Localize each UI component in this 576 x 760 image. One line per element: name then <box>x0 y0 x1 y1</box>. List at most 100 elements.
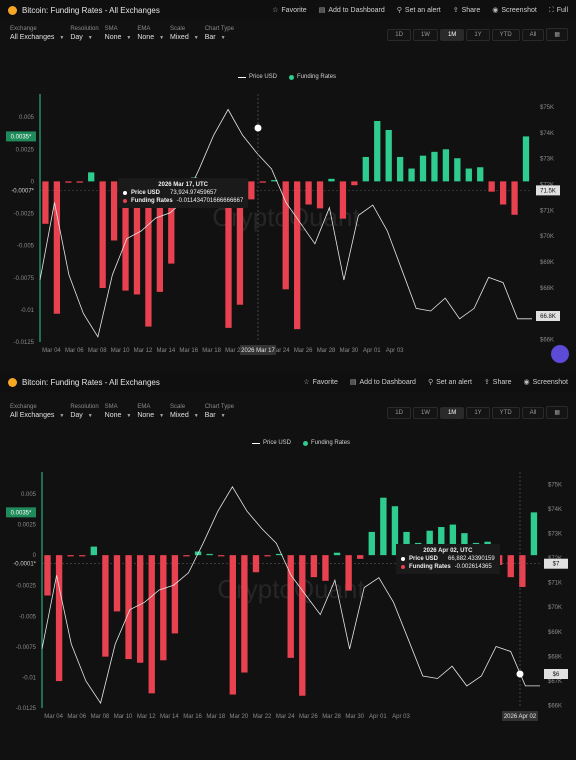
funding-bar <box>122 181 129 291</box>
x-tick-label: Apr 01 <box>369 714 387 720</box>
funding-bar <box>76 181 83 183</box>
funding-bar <box>271 180 278 182</box>
funding-bar <box>99 181 106 289</box>
range-1d[interactable]: 1D <box>387 28 411 41</box>
funding-bar <box>380 497 387 556</box>
x-tick-label: Mar 22 <box>253 714 272 720</box>
scale-select[interactable]: Scale Mixed ▼ <box>170 404 199 419</box>
range-ytd[interactable]: YTD <box>491 28 520 41</box>
y-tick-right: $69K <box>540 260 554 266</box>
legend-funding[interactable]: Funding Rates <box>303 440 350 446</box>
set-alert-button[interactable]: ⚲ Set an alert <box>427 378 472 386</box>
range-1d[interactable]: 1D <box>387 406 411 419</box>
y-tick-left: 0 <box>31 179 35 185</box>
screenshot-button[interactable]: ◉ Screenshot <box>523 378 568 386</box>
funding-bar <box>465 168 472 182</box>
chart-panel-1: Bitcoin: Funding Rates - All Exchanges ☆… <box>0 0 576 372</box>
chart-type-select[interactable]: Chart Type Bar ▼ <box>204 26 234 41</box>
controls-row: Exchange All Exchanges ▼ Resolution Day ▼ SM… <box>0 20 576 56</box>
right-marker: $7 <box>553 562 560 568</box>
crosshair-dot <box>516 670 524 678</box>
sma-select[interactable]: SMA None ▼ <box>104 404 132 419</box>
screenshot-button[interactable]: ◉ Screenshot <box>492 6 537 14</box>
x-tick-label: Mar 18 <box>202 348 221 354</box>
left-marker: 0.0035* <box>11 134 32 140</box>
funding-bar <box>305 181 312 205</box>
legend-funding[interactable]: Funding Rates <box>289 74 336 80</box>
left-zero-marker: -0.0007* <box>11 188 34 194</box>
ema-select[interactable]: EMA None ▼ <box>137 404 165 419</box>
range-1m[interactable]: 1M <box>439 28 465 41</box>
x-tick-label: Apr 01 <box>363 348 381 354</box>
y-tick-right: $69K <box>548 630 562 636</box>
legend-price[interactable]: Price USD <box>238 74 277 80</box>
resolution-select[interactable]: Resolution Day ▼ <box>70 404 99 419</box>
funding-bar <box>396 156 404 182</box>
funding-bar <box>522 136 530 182</box>
set-alert-button[interactable]: ⚲ Set an alert <box>396 6 441 14</box>
x-tick-label: Mar 10 <box>111 348 130 354</box>
range-1y[interactable]: 1Y <box>466 28 490 41</box>
camera-icon: ◉ <box>523 378 530 386</box>
fullscreen-button[interactable]: ⛶ Full <box>548 5 568 14</box>
funding-bar <box>156 181 163 292</box>
funding-bar <box>511 181 518 215</box>
x-tick-label: Mar 06 <box>67 714 86 720</box>
range-all[interactable]: All <box>521 28 545 41</box>
y-tick-right: $67K <box>548 679 562 685</box>
add-dashboard-button[interactable]: ▤ Add to Dashboard <box>349 378 416 386</box>
calendar-icon[interactable]: ▦ <box>546 28 568 41</box>
chevron-down-icon: ▼ <box>87 34 93 41</box>
range-ytd[interactable]: YTD <box>491 406 520 419</box>
favorite-button[interactable]: ☆ Favorite <box>303 378 338 386</box>
funding-bar <box>519 555 526 587</box>
range-1m[interactable]: 1M <box>439 406 465 419</box>
y-tick-right: $66K <box>540 337 554 343</box>
exchange-select[interactable]: Exchange All Exchanges ▼ <box>10 404 65 419</box>
left-marker: 0.0035* <box>11 510 32 516</box>
chart-panel-2: Bitcoin: Funding Rates - All Exchanges ☆… <box>0 372 576 760</box>
funding-bar <box>125 555 132 660</box>
y-tick-left: 0.005 <box>19 115 35 121</box>
left-marker-bg <box>6 131 36 142</box>
y-tick-left: -0.0075 <box>16 645 37 651</box>
y-tick-left: 0.0025 <box>18 523 37 529</box>
range-1w[interactable]: 1W <box>412 28 438 41</box>
help-chat-button[interactable] <box>551 345 569 363</box>
funding-bar <box>160 555 167 661</box>
x-tick-label: Mar 30 <box>345 714 364 720</box>
exchange-select[interactable]: Exchange All Exchanges ▼ <box>10 26 65 41</box>
resolution-select[interactable]: Resolution Day ▼ <box>70 26 99 41</box>
funding-bar <box>316 181 324 209</box>
chart-type-select[interactable]: Chart Type Bar ▼ <box>204 404 234 419</box>
funding-bar <box>183 555 190 557</box>
range-all[interactable]: All <box>521 406 545 419</box>
funding-bar <box>328 178 335 182</box>
funding-bar <box>148 555 155 694</box>
share-button[interactable]: ⇪ Share <box>483 378 512 386</box>
funding-bar <box>145 181 152 327</box>
expand-icon: ⛶ <box>548 5 554 14</box>
chevron-down-icon: ▼ <box>126 34 132 41</box>
y-tick-right: $68K <box>540 286 554 292</box>
sma-select[interactable]: SMA None ▼ <box>104 26 132 41</box>
funding-bar <box>357 555 364 559</box>
y-tick-right: $73K <box>540 157 554 163</box>
funding-bar <box>454 158 461 182</box>
share-button[interactable]: ⇪ Share <box>452 6 481 14</box>
legend-price[interactable]: Price USD <box>252 440 291 446</box>
y-tick-left: -0.01 <box>22 675 36 681</box>
crosshair-dot <box>254 124 262 132</box>
funding-bar <box>345 555 352 591</box>
chart-2-svg: CryptoQuant0.0050.00250-0.0025-0.005-0.0… <box>6 472 568 721</box>
chart-tooltip: 2026 Apr 02, UTC Price USD 66,882.4339015… <box>396 544 500 574</box>
favorite-button[interactable]: ☆ Favorite <box>272 6 307 14</box>
add-dashboard-button[interactable]: ▤ Add to Dashboard <box>318 6 385 14</box>
range-1y[interactable]: 1Y <box>466 406 490 419</box>
calendar-icon[interactable]: ▦ <box>546 406 568 419</box>
scale-select[interactable]: Scale Mixed ▼ <box>170 26 199 41</box>
funding-bar <box>110 181 118 241</box>
funding-bar <box>282 181 289 290</box>
ema-select[interactable]: EMA None ▼ <box>137 26 165 41</box>
range-1w[interactable]: 1W <box>412 406 438 419</box>
